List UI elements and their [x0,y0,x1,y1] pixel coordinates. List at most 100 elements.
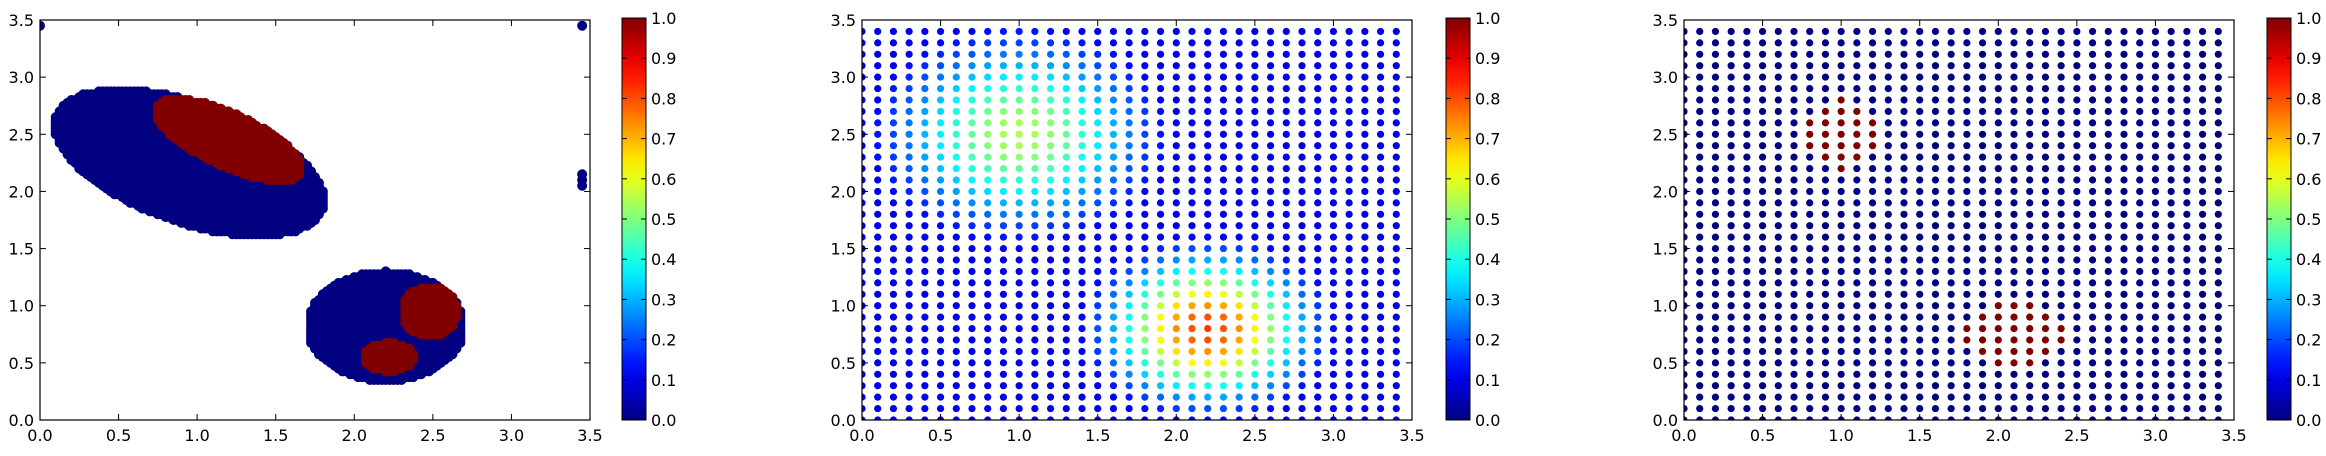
data-point [874,268,881,275]
data-point [906,85,913,92]
data-point [1141,28,1148,35]
y-tick-label: 0.5 [9,354,34,373]
data-point [1094,176,1101,183]
data-point [1361,382,1368,389]
data-point [1361,39,1368,46]
data-point [890,234,897,241]
data-point [1110,62,1117,69]
data-point [1157,371,1164,378]
data-point [1236,359,1243,366]
data-point [1298,279,1305,286]
data-point [968,405,975,412]
data-point [1157,348,1164,355]
data-point [1126,199,1133,206]
data-point [874,256,881,263]
data-point [1377,394,1384,401]
data-point [1188,199,1195,206]
data-point [968,62,975,69]
data-point [1047,245,1054,252]
data-point [1377,108,1384,115]
data-point [1078,222,1085,229]
data-point [1157,108,1164,115]
data-point [874,188,881,195]
data-point [921,39,928,46]
data-point [1283,62,1290,69]
data-point [890,336,897,343]
data-point [1000,108,1007,115]
data-point [1188,314,1195,321]
data-point [1267,222,1274,229]
data-point [1078,119,1085,126]
data-point [921,108,928,115]
data-point [1346,74,1353,81]
data-point [1110,39,1117,46]
data-point [1031,405,1038,412]
data-point [1283,268,1290,275]
data-point [921,28,928,35]
data-point [1188,176,1195,183]
data-point [1188,39,1195,46]
data-point [1110,154,1117,161]
data-point [921,222,928,229]
data-point [1298,256,1305,263]
data-point [1393,314,1400,321]
data-point [1330,222,1337,229]
data-point [1298,291,1305,298]
data-point [1016,51,1023,58]
data-point [1157,336,1164,343]
data-point [1047,291,1054,298]
data-point [1000,302,1007,309]
data-point [1126,142,1133,149]
data-point [1047,51,1054,58]
data-point [1251,176,1258,183]
data-point [890,51,897,58]
data-point [1236,142,1243,149]
data-point [1157,96,1164,103]
data-point [937,108,944,115]
data-point [1078,256,1085,263]
data-point [1016,394,1023,401]
data-point [1220,382,1227,389]
data-point [1220,176,1227,183]
data-point [1141,62,1148,69]
data-point [1126,51,1133,58]
data-point [890,28,897,35]
data-point [953,176,960,183]
data-point [1063,314,1070,321]
data-point [1078,108,1085,115]
data-point [1330,51,1337,58]
data-point [1063,359,1070,366]
data-point [1141,165,1148,172]
data-point [890,96,897,103]
data-point [921,131,928,138]
data-point [1188,188,1195,195]
data-point [1063,279,1070,286]
data-point [984,222,991,229]
data-point [968,39,975,46]
data-point [1094,28,1101,35]
data-point [1330,325,1337,332]
x-tick-label: 3.0 [1321,426,1346,445]
data-point [1078,268,1085,275]
data-point [906,279,913,286]
data-point [921,188,928,195]
data-point [1126,336,1133,343]
data-point [890,348,897,355]
data-point [1251,359,1258,366]
data-point [874,325,881,332]
data-point [1094,119,1101,126]
data-point [1000,336,1007,343]
y-tick-label: 3.0 [831,68,856,87]
data-point [906,165,913,172]
data-point [1283,188,1290,195]
y-tick-label: 3.0 [9,68,34,87]
data-point [1298,268,1305,275]
data-point [1377,325,1384,332]
data-point [1330,256,1337,263]
data-point [1031,314,1038,321]
data-point [1346,142,1353,149]
data-point [1314,348,1321,355]
x-tick-label: 3.5 [577,426,602,445]
data-point [1251,85,1258,92]
data-point [1110,74,1117,81]
